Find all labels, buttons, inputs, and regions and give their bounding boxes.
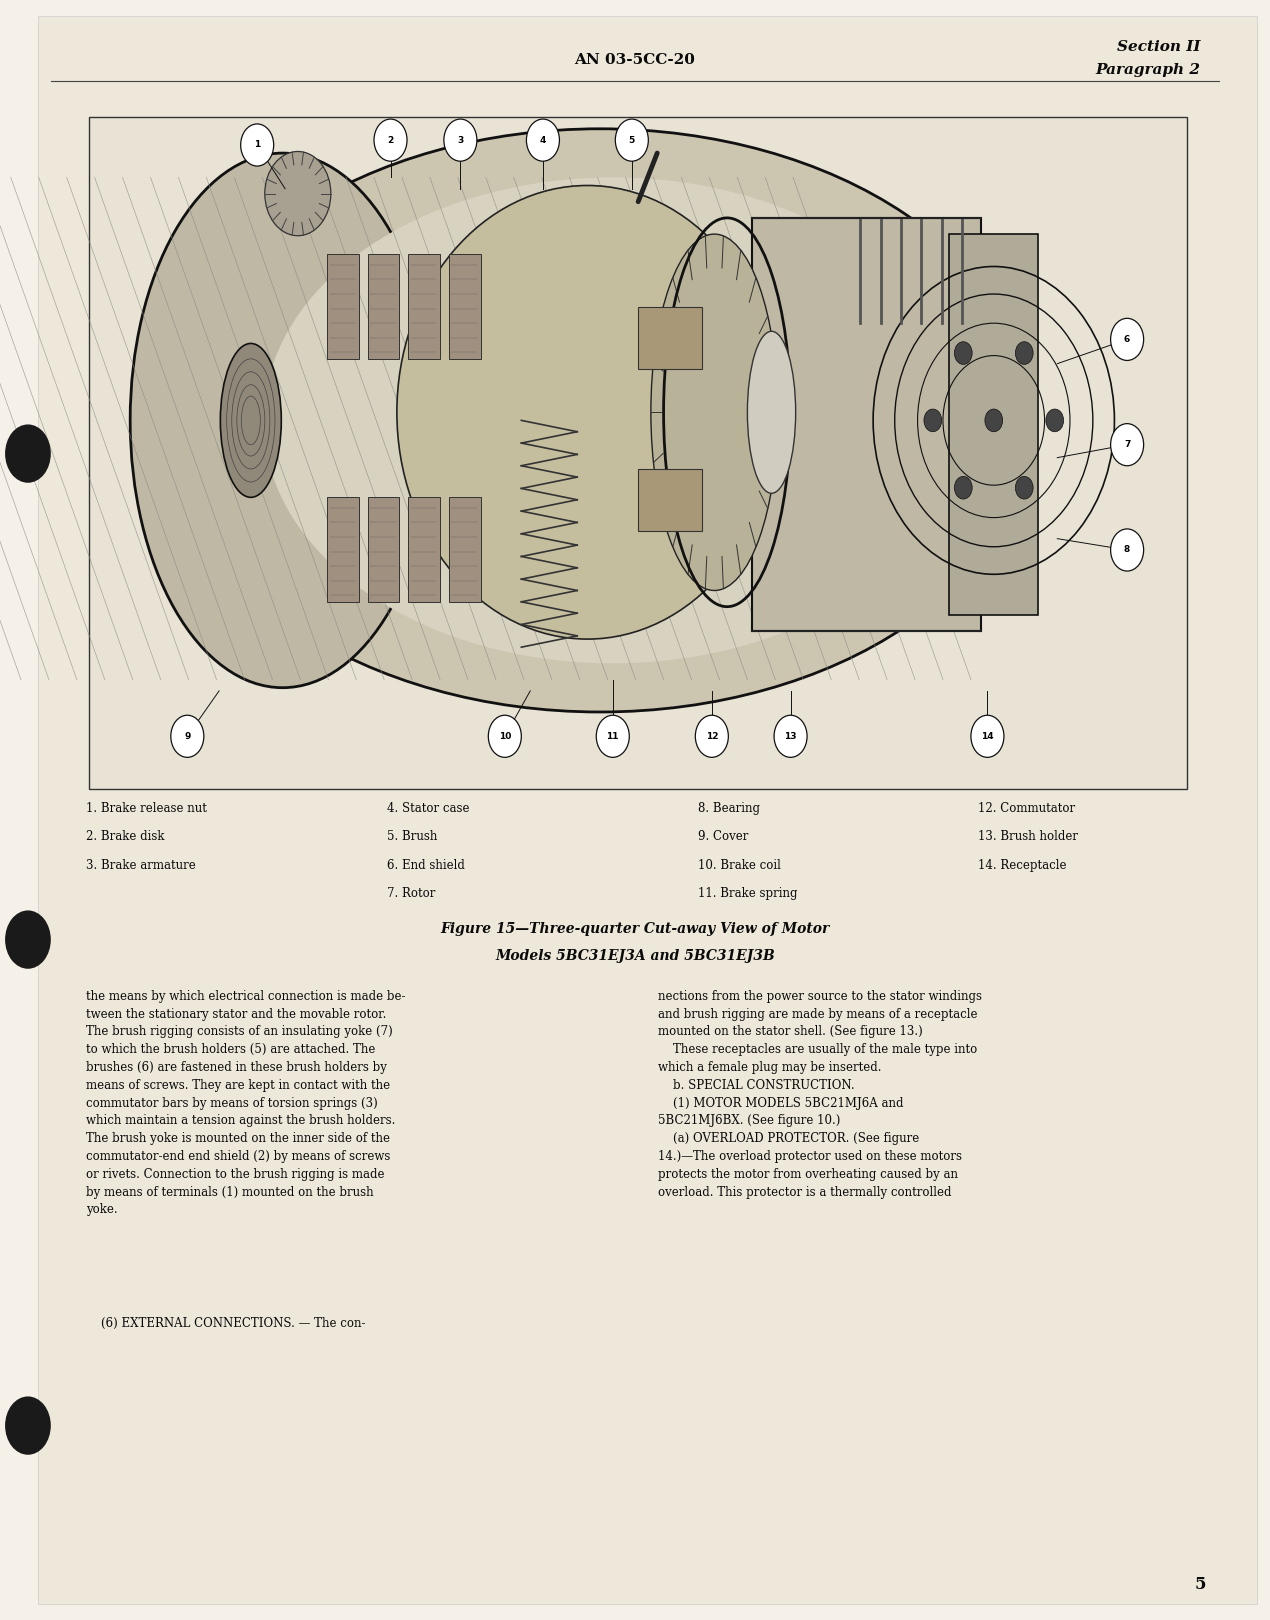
Text: 5: 5 (1194, 1576, 1206, 1592)
Text: 4: 4 (540, 136, 546, 144)
Circle shape (5, 424, 51, 483)
Text: (6) EXTERNAL CONNECTIONS. — The con-: (6) EXTERNAL CONNECTIONS. — The con- (86, 1317, 366, 1330)
Circle shape (170, 716, 203, 757)
Circle shape (970, 716, 1003, 757)
Bar (326, 496, 358, 601)
Circle shape (986, 408, 1003, 431)
Bar (638, 470, 701, 531)
Text: 12: 12 (706, 732, 718, 740)
Text: 11: 11 (607, 732, 618, 740)
Circle shape (1015, 342, 1034, 364)
Bar (368, 253, 399, 358)
Text: 5. Brush: 5. Brush (387, 829, 438, 844)
Bar (448, 496, 480, 601)
Text: 3: 3 (457, 136, 464, 144)
Circle shape (955, 342, 973, 364)
Circle shape (923, 408, 941, 431)
Text: 9. Cover: 9. Cover (698, 829, 749, 844)
Circle shape (526, 118, 559, 160)
Bar (448, 253, 480, 358)
Bar (89, 117, 1187, 789)
Text: 10. Brake coil: 10. Brake coil (698, 859, 781, 872)
Text: 1: 1 (254, 141, 260, 149)
Text: 5: 5 (629, 136, 635, 144)
Text: 8: 8 (1124, 546, 1130, 554)
Text: Section II: Section II (1116, 40, 1200, 53)
Text: 14. Receptacle: 14. Receptacle (978, 859, 1067, 872)
Circle shape (488, 716, 521, 757)
Text: 13. Brush holder: 13. Brush holder (978, 829, 1078, 844)
Text: nections from the power source to the stator windings
and brush rigging are made: nections from the power source to the st… (658, 990, 982, 1199)
Circle shape (1110, 528, 1144, 570)
Text: Figure 15—Three-quarter Cut-away View of Motor: Figure 15—Three-quarter Cut-away View of… (441, 922, 829, 936)
Text: 2: 2 (387, 136, 394, 144)
Circle shape (5, 1396, 51, 1455)
Bar (326, 253, 358, 358)
Text: 7: 7 (1124, 441, 1130, 449)
Text: 1. Brake release nut: 1. Brake release nut (86, 802, 207, 815)
Ellipse shape (220, 343, 281, 497)
Circle shape (1046, 408, 1064, 431)
Text: Paragraph 2: Paragraph 2 (1095, 63, 1200, 76)
Ellipse shape (168, 128, 1031, 711)
Text: 12. Commutator: 12. Commutator (978, 802, 1074, 815)
Circle shape (696, 716, 729, 757)
Ellipse shape (650, 233, 777, 590)
Circle shape (1015, 476, 1034, 499)
Circle shape (615, 118, 648, 160)
Circle shape (5, 910, 51, 969)
Text: 14: 14 (982, 732, 993, 740)
Bar (949, 233, 1038, 614)
Ellipse shape (263, 177, 961, 663)
Circle shape (373, 118, 406, 160)
Text: 2. Brake disk: 2. Brake disk (86, 829, 165, 844)
Text: 6: 6 (1124, 335, 1130, 343)
Circle shape (955, 476, 973, 499)
Ellipse shape (747, 330, 795, 492)
Circle shape (240, 123, 273, 165)
Circle shape (773, 716, 808, 757)
Bar (752, 217, 980, 630)
Bar (408, 253, 439, 358)
Text: 11. Brake spring: 11. Brake spring (698, 886, 798, 901)
Text: the means by which electrical connection is made be-
tween the stationary stator: the means by which electrical connection… (86, 990, 406, 1217)
Text: 6. End shield: 6. End shield (387, 859, 465, 872)
Bar (368, 496, 399, 601)
Text: AN 03-5CC-20: AN 03-5CC-20 (574, 53, 696, 66)
FancyBboxPatch shape (38, 16, 1257, 1604)
Text: Models 5BC31EJ3A and 5BC31EJ3B: Models 5BC31EJ3A and 5BC31EJ3B (495, 949, 775, 964)
Circle shape (1110, 423, 1144, 465)
Text: 8. Bearing: 8. Bearing (698, 802, 761, 815)
Circle shape (444, 118, 476, 160)
Circle shape (1110, 318, 1144, 360)
Text: 3. Brake armature: 3. Brake armature (86, 859, 196, 872)
Ellipse shape (396, 185, 777, 638)
Text: 10: 10 (499, 732, 511, 740)
Bar (408, 496, 439, 601)
Text: 4. Stator case: 4. Stator case (387, 802, 470, 815)
Circle shape (264, 151, 330, 235)
Text: 9: 9 (184, 732, 190, 740)
Text: 7. Rotor: 7. Rotor (387, 886, 436, 901)
Text: 13: 13 (785, 732, 796, 740)
Circle shape (596, 716, 629, 757)
Bar (638, 306, 701, 368)
Ellipse shape (130, 152, 434, 687)
